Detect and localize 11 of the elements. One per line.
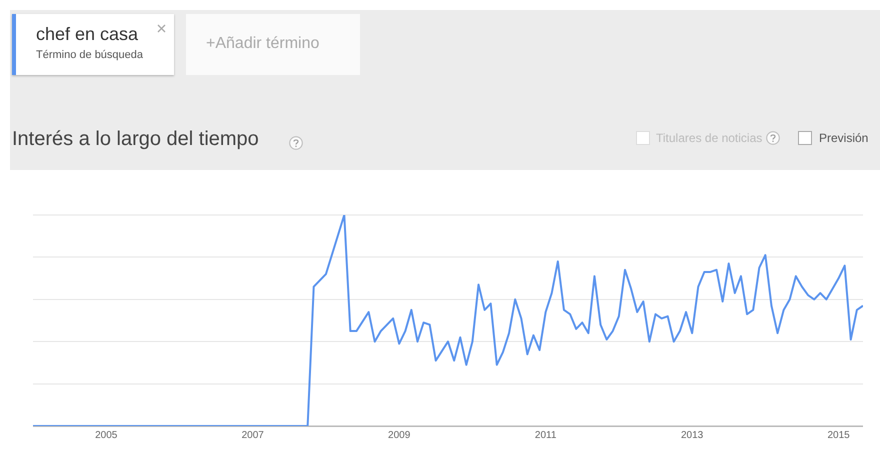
chart-title: Interés a lo largo del tiempo — [12, 128, 259, 151]
x-tick-label: 2015 — [827, 430, 850, 441]
x-tick-label: 2009 — [388, 430, 411, 441]
text: +Añadir término — [206, 35, 320, 53]
x-tick-label: 2013 — [680, 430, 704, 441]
text: Previsión — [819, 131, 868, 145]
x-tick-label: 2007 — [242, 430, 264, 441]
x-tick-label: 2011 — [534, 430, 557, 441]
x-tick-label: 2005 — [95, 430, 118, 441]
text: chef en casa — [36, 24, 138, 45]
text: Término de búsqueda — [36, 49, 144, 61]
